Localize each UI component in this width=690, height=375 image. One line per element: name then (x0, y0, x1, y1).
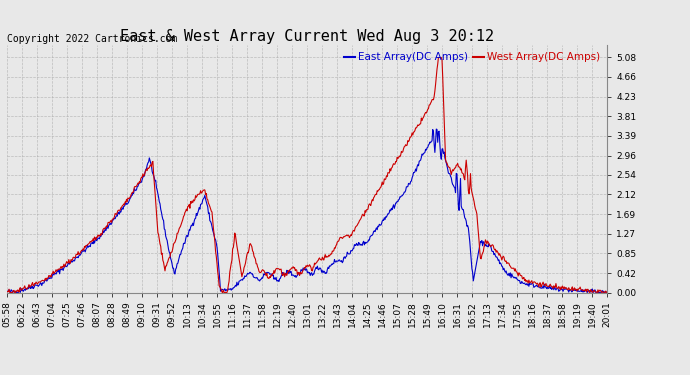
Title: East & West Array Current Wed Aug 3 20:12: East & West Array Current Wed Aug 3 20:1… (120, 29, 494, 44)
Text: Copyright 2022 Cartronics.com: Copyright 2022 Cartronics.com (7, 34, 177, 44)
Legend: East Array(DC Amps), West Array(DC Amps): East Array(DC Amps), West Array(DC Amps) (342, 50, 602, 64)
